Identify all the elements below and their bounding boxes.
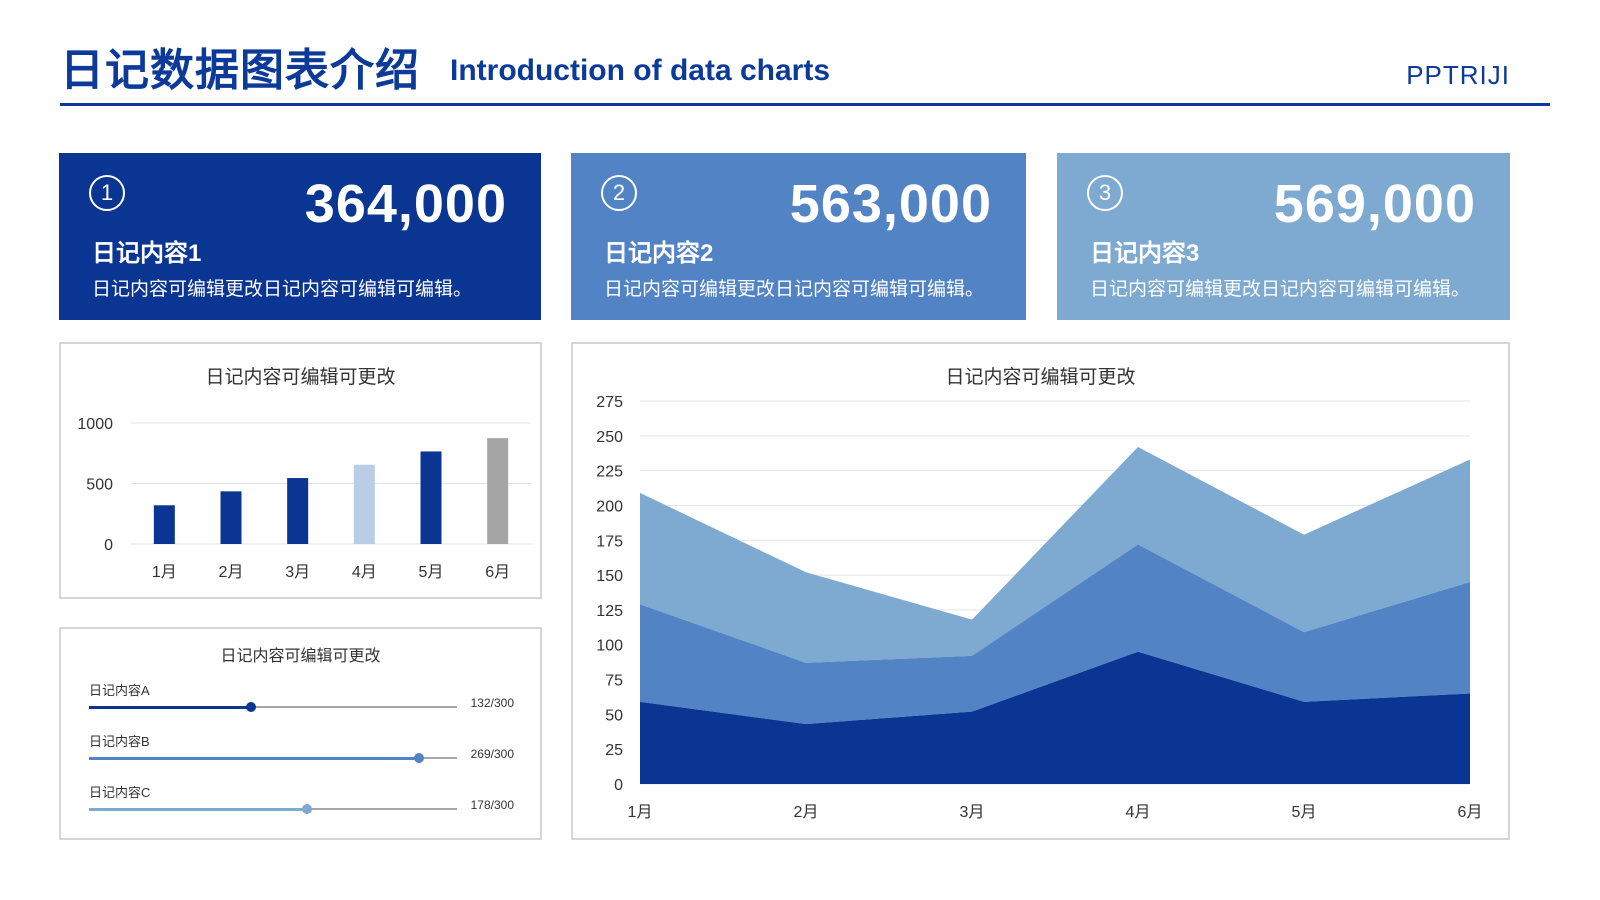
y-tick-label: 200 [596,498,623,515]
x-tick-label: 4月 [352,564,377,581]
stat-card-3: 3 569,000 日记内容3 日记内容可编辑更改日记内容可编辑可编辑。 [1057,153,1510,320]
y-tick-label: 75 [605,673,623,690]
area-series-1 [640,651,1470,784]
bar [220,491,242,544]
area-series-2 [640,544,1470,725]
x-tick-label: 3月 [285,564,310,581]
y-tick-label: 0 [104,537,113,554]
stat-value: 364,000 [304,174,507,234]
progress-track-b [89,753,457,763]
y-tick-label: 1000 [77,416,113,433]
y-tick-label: 100 [596,638,623,655]
area-chart-panel: 日记内容可编辑可更改 0 25 50 75 100 125 150 175 200 225 250 2… [571,342,1510,840]
y-tick-label: 150 [596,568,623,585]
progress-track-c [89,804,457,814]
x-tick-label: 6月 [1458,804,1483,821]
bar-chart-title: 日记内容可编辑可更改 [205,367,396,388]
progress-panel: 日记内容可编辑可更改 日记内容A 132/300 日记内容B 269/300 日… [59,627,542,840]
progress-label-b: 日记内容B [89,734,150,749]
y-tick-label: 175 [596,533,623,550]
y-tick-label: 50 [605,707,623,724]
stat-card-2: 2 563,000 日记内容2 日记内容可编辑更改日记内容可编辑可编辑。 [571,153,1026,320]
stat-value: 563,000 [789,174,992,234]
y-tick-label: 500 [86,477,113,494]
progress-label-a: 日记内容A [89,683,150,698]
bar [487,438,509,544]
y-tick-label: 0 [614,777,623,794]
progress-title: 日记内容可编辑可更改 [220,648,381,665]
progress-fill-b [89,757,419,760]
x-tick-label: 2月 [794,804,819,821]
bar [420,451,442,544]
brand-logo-text: PPTRIJI [1406,60,1510,90]
y-tick-label: 125 [596,603,623,620]
bar [153,505,175,544]
x-tick-label: 1月 [628,804,653,821]
progress-fill-c [89,808,308,811]
index-badge: 2 [601,175,637,211]
stat-title: 日记内容2 [604,240,714,267]
x-tick-label: 5月 [1292,804,1317,821]
stat-description: 日记内容可编辑更改日记内容可编辑可编辑。 [92,279,473,300]
area-chart-title: 日记内容可编辑可更改 [945,367,1136,388]
y-tick-label: 25 [605,742,623,759]
progress-handle-b[interactable] [413,753,424,763]
stat-card-1: 1 364,000 日记内容1 日记内容可编辑更改日记内容可编辑可编辑。 [59,153,541,320]
bar-chart: 0 500 1000 1月 2月 3月 4月 5月 6月 [77,416,531,581]
bar-chart-panel: 日记内容可编辑可更改 0 500 1000 1月 2月 3月 4月 5月 6月 [59,342,542,599]
x-tick-label: 4月 [1126,804,1151,821]
x-tick-label: 5月 [419,564,444,581]
y-tick-label: 250 [596,429,623,446]
x-tick-label: 2月 [219,564,244,581]
x-tick-label: 1月 [152,564,177,581]
stat-description: 日记内容可编辑更改日记内容可编辑可编辑。 [1090,279,1471,300]
page-title: 日记数据图表介绍 [60,46,420,95]
index-badge: 1 [89,175,125,211]
progress-handle-a[interactable] [245,702,256,712]
x-tick-label: 3月 [960,804,985,821]
header-divider [60,103,1550,106]
progress-value-b: 269/300 [470,747,514,761]
area-series-3 [640,446,1470,663]
progress-handle-c[interactable] [302,804,313,814]
bar [353,464,375,544]
progress-value-a: 132/300 [470,696,514,710]
stat-title: 日记内容3 [1090,240,1200,267]
stat-description: 日记内容可编辑更改日记内容可编辑可编辑。 [604,279,985,300]
bar [287,478,309,544]
y-tick-label: 225 [596,464,623,481]
x-tick-label: 6月 [485,564,510,581]
stat-title: 日记内容1 [92,240,202,267]
y-tick-label: 275 [596,394,623,411]
area-chart: 0 25 50 75 100 125 150 175 200 225 250 275 1月 2月 3月 4月 5… [596,394,1483,821]
progress-value-c: 178/300 [470,798,514,812]
progress-fill-a [89,706,251,709]
index-badge: 3 [1087,175,1123,211]
progress-track-a [89,702,457,712]
page-subtitle: Introduction of data charts [450,54,831,87]
stat-value: 569,000 [1273,174,1476,234]
progress-label-c: 日记内容C [89,785,151,800]
